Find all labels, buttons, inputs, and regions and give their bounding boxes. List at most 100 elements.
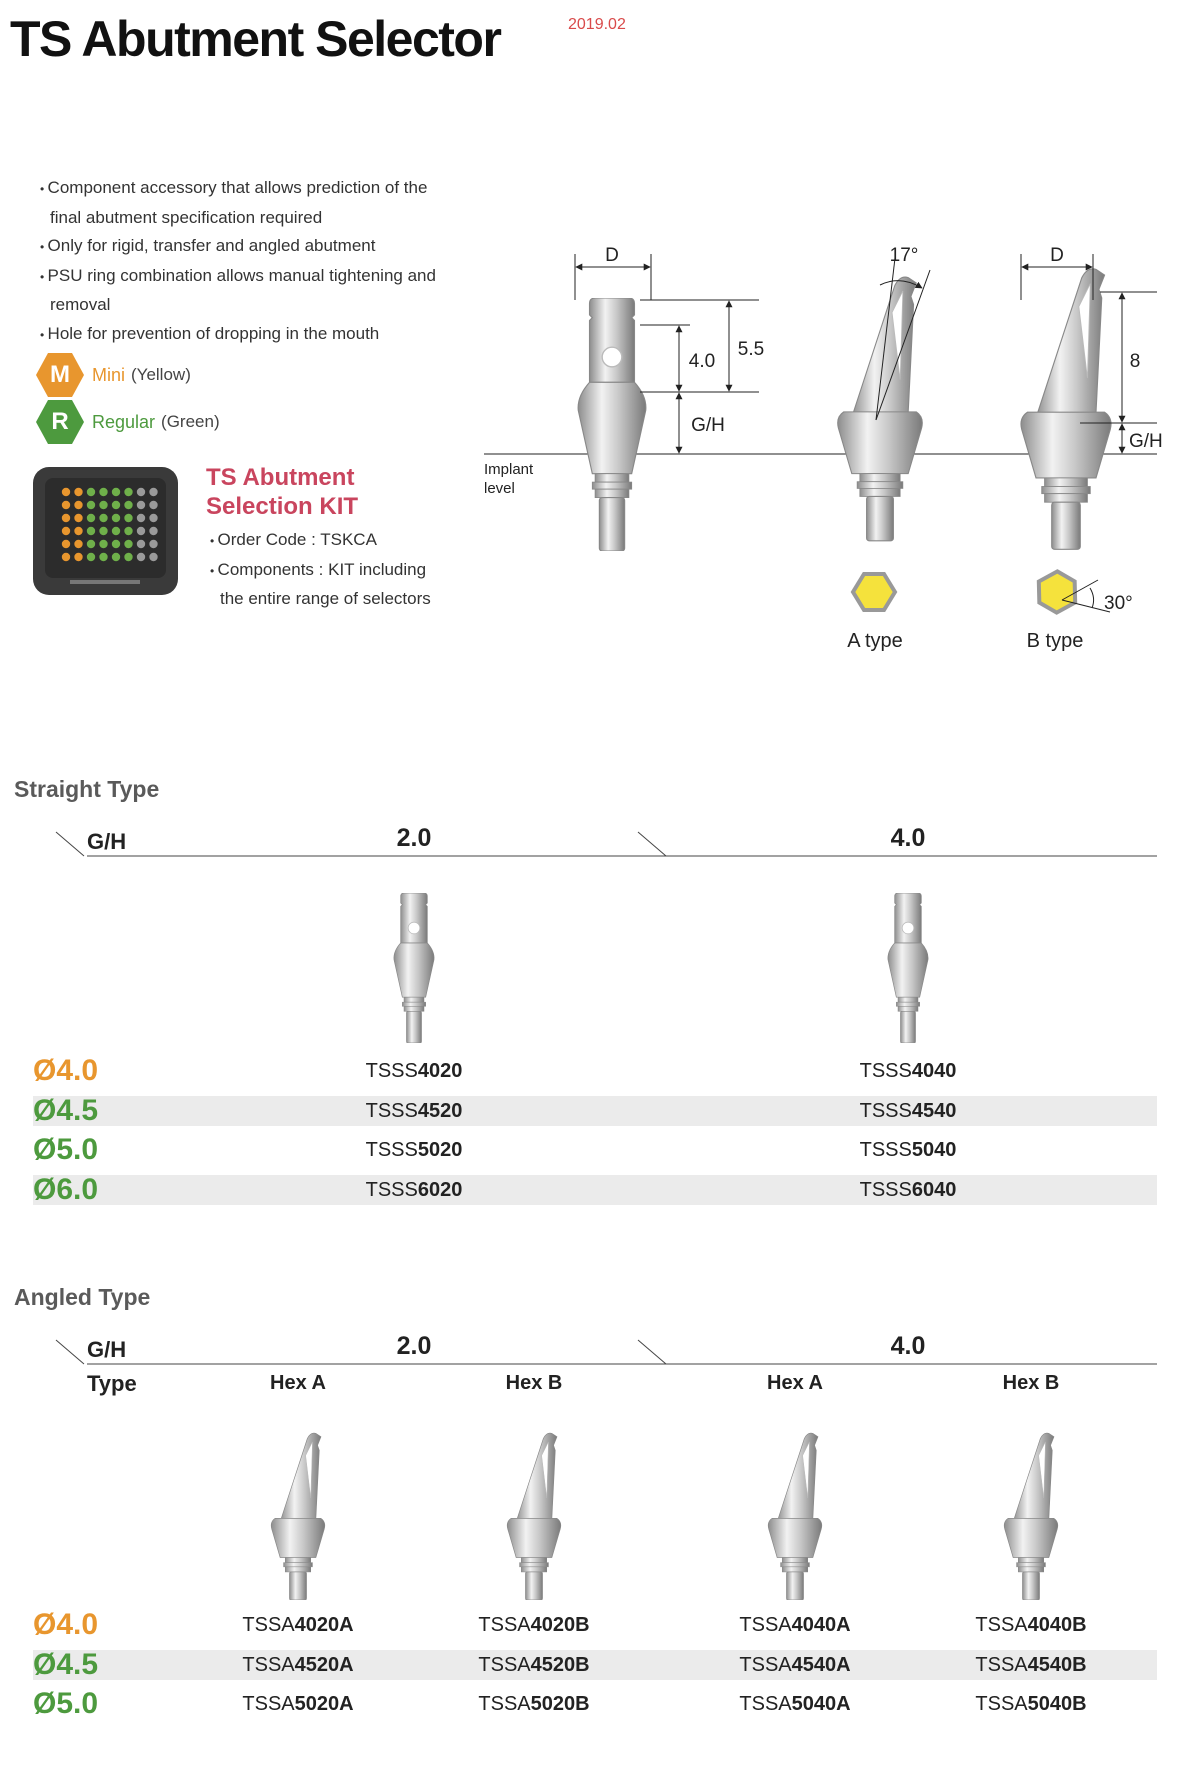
kit-dot	[124, 526, 133, 536]
kit-dot	[149, 539, 158, 549]
size-name: Mini	[92, 364, 126, 385]
kit-dot	[149, 487, 158, 497]
sub-header: Hex B	[505, 1372, 563, 1394]
kit-items: Order Code : TSKCAComponents : KIT inclu…	[210, 526, 450, 614]
abutment-image	[1003, 1432, 1059, 1600]
kit-dot	[124, 487, 133, 497]
kit-item: Order Code : TSKCA	[210, 526, 450, 556]
kit-dot	[99, 487, 108, 497]
type-label: A type	[847, 630, 903, 652]
feature: Only for rigid, transfer and angled abut…	[40, 232, 440, 262]
product-code: TSSA4020A	[242, 1614, 353, 1637]
kit-image	[33, 467, 178, 595]
size-color: (Green)	[161, 412, 220, 431]
kit-dot	[99, 552, 108, 562]
code-prefix: TSSA	[975, 1693, 1028, 1715]
implant-level-box: Implant level	[484, 461, 534, 497]
kit-dot	[136, 539, 146, 549]
product-code: TSSA4520B	[478, 1654, 589, 1677]
product-code: TSSS4540	[860, 1100, 957, 1123]
code-number: 4520	[417, 1099, 463, 1122]
diameter: Ø4.0	[33, 1054, 99, 1087]
code-prefix: TSSS	[365, 1060, 418, 1082]
code-number: 4020B	[530, 1614, 590, 1636]
code-prefix: TSSA	[739, 1653, 792, 1676]
kit-dot	[111, 552, 121, 562]
product-code: TSSA5020A	[242, 1693, 353, 1716]
dim-label: 30°	[1104, 593, 1133, 614]
code-prefix: TSSA	[739, 1614, 792, 1636]
product-code: TSSA4040B	[975, 1614, 1086, 1637]
kit-dot	[74, 539, 83, 549]
kit-dot	[136, 526, 146, 536]
code-number: 5040A	[791, 1693, 851, 1715]
sub-header: Hex B	[1002, 1372, 1060, 1394]
code-number: 4040A	[791, 1614, 851, 1636]
code-number: 4020A	[294, 1614, 354, 1636]
dim-label: G/H	[1129, 431, 1163, 452]
kit-dot	[111, 513, 121, 523]
kit-dot	[86, 552, 96, 562]
diameter: Ø5.0	[33, 1133, 99, 1166]
code-prefix: TSSS	[365, 1099, 418, 1122]
feature: PSU ring combination allows manual tight…	[40, 262, 440, 320]
code-number: 5020	[417, 1139, 463, 1161]
product-code: TSSA5040A	[739, 1693, 850, 1716]
kit-dot	[86, 500, 96, 510]
kit-dot	[149, 500, 158, 510]
kit-dot	[111, 487, 121, 497]
kit-dot	[86, 539, 96, 549]
feature: Component accessory that allows predicti…	[40, 174, 440, 232]
group-header: 4.0	[890, 1332, 926, 1360]
type-label: B type	[1027, 630, 1084, 652]
code-number: 6020	[417, 1178, 463, 1201]
kit-dot	[74, 526, 83, 536]
kit-dot	[86, 513, 96, 523]
code-number: 4020	[417, 1060, 463, 1082]
row-stripe	[33, 1174, 1157, 1205]
kit-dot	[61, 526, 71, 536]
size-name: Regular	[92, 411, 156, 432]
kit-dot	[99, 513, 108, 523]
kit-dot	[61, 552, 71, 562]
product-code: TSSS4520	[366, 1100, 463, 1123]
feature-list: Component accessory that allows predicti…	[40, 174, 440, 349]
group-header: 2.0	[396, 1332, 432, 1360]
code-prefix: TSSS	[859, 1060, 912, 1082]
diameter: Ø5.0	[33, 1687, 99, 1720]
code-number: 4540B	[1027, 1653, 1087, 1676]
kit-dot	[124, 513, 133, 523]
kit-dot	[136, 500, 146, 510]
kit-title: TS Abutment Selection KIT	[206, 464, 359, 520]
corner-label: G/H	[87, 1337, 127, 1362]
row-stripe	[33, 1649, 1157, 1680]
code-prefix: TSSS	[859, 1099, 912, 1122]
kit-dot	[124, 500, 133, 510]
code-prefix: TSSA	[478, 1614, 531, 1636]
dim-label: D	[1050, 245, 1064, 266]
code-prefix: TSSA	[739, 1693, 792, 1715]
code-number: 6040	[911, 1178, 957, 1201]
kit-dot	[124, 539, 133, 549]
code-number: 5020A	[294, 1693, 354, 1715]
kit-dot	[149, 513, 158, 523]
diagram-labels: D 4.0 5.5 G/H 17° A type D 8 G/H 30° B t…	[605, 245, 1163, 652]
row-stripe	[33, 1095, 1157, 1126]
product-code: TSSS6020	[366, 1179, 463, 1202]
product-code: TSSA4520A	[242, 1654, 353, 1677]
code-number: 4040	[911, 1060, 957, 1082]
implant-level: Implant level	[484, 461, 534, 497]
header-diagonal	[637, 1339, 667, 1365]
kit-dot	[136, 513, 146, 523]
kit-dot	[136, 487, 146, 497]
abutment-image	[767, 1432, 823, 1600]
code-number: 5040	[911, 1139, 957, 1161]
kit-dot	[86, 487, 96, 497]
kit-dot	[136, 552, 146, 562]
feature: Hole for prevention of dropping in the m…	[40, 320, 440, 350]
code-prefix: TSSA	[478, 1653, 531, 1676]
code-prefix: TSSA	[975, 1614, 1028, 1636]
kit-dot	[111, 539, 121, 549]
